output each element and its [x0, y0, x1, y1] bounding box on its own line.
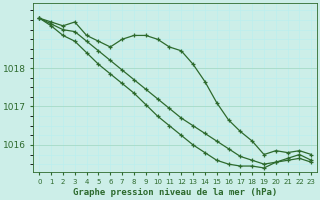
X-axis label: Graphe pression niveau de la mer (hPa): Graphe pression niveau de la mer (hPa) [73, 188, 277, 197]
